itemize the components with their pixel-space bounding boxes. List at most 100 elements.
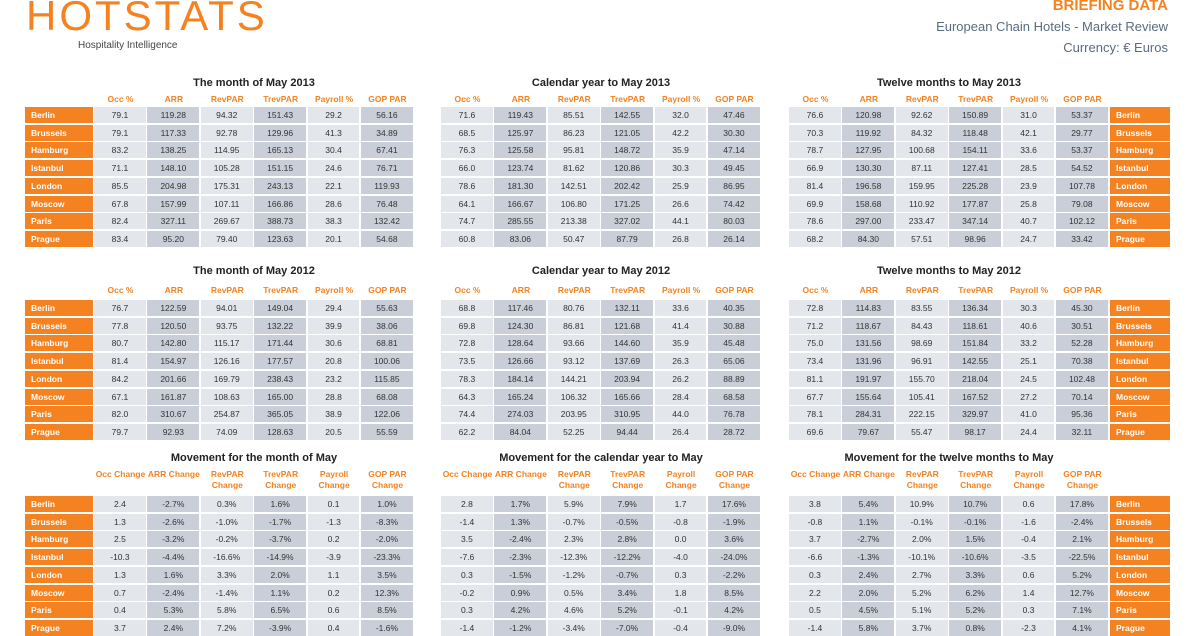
- column-header: Payroll %: [314, 285, 354, 295]
- table-cell: 125.58: [494, 142, 547, 159]
- table-cell: 76.78: [708, 406, 760, 423]
- table-cell: 203.95: [547, 406, 600, 423]
- table-cell: 86.81: [547, 317, 600, 334]
- table-cell: 26.3: [654, 353, 707, 370]
- table-cell: 1.0%: [361, 496, 413, 512]
- table-cell: 285.55: [494, 213, 547, 230]
- table-cell: -0.4: [654, 619, 707, 636]
- city-label: Hamburg: [25, 142, 93, 159]
- table-cell: 122.59: [147, 300, 200, 316]
- table-cell: 38.9: [307, 406, 360, 423]
- table-cell: 25.8: [1002, 195, 1055, 212]
- table-cell: 35.9: [654, 335, 707, 352]
- table-cell: 41.4: [654, 317, 707, 334]
- column-header: TrevPAR: [263, 285, 299, 295]
- table-cell: 329.97: [949, 406, 1002, 423]
- table-cell: 84.43: [895, 317, 948, 334]
- table-cell: 38.06: [361, 317, 413, 334]
- table-cell: 3.3%: [200, 566, 253, 583]
- table-cell: -4.4%: [147, 549, 200, 566]
- table-cell: 76.48: [361, 195, 413, 212]
- table-cell: 5.1%: [895, 602, 948, 619]
- table-cell: 68.81: [361, 335, 413, 352]
- city-label: Moscow: [1110, 388, 1170, 405]
- table-cell: 55.63: [361, 300, 413, 316]
- doc-title: BRIEFING DATA: [1052, 0, 1168, 14]
- table-cell: 78.7: [789, 142, 841, 159]
- table-cell: 165.00: [254, 388, 307, 405]
- table-cell: 83.2: [94, 142, 146, 159]
- table-cell: -2.4%: [1056, 513, 1108, 530]
- column-header: RevPAR Change: [905, 469, 939, 490]
- table-cell: 95.36: [1056, 406, 1108, 423]
- table-cell: 74.4: [441, 406, 493, 423]
- table-cell: 0.4: [94, 602, 146, 619]
- city-label: London: [1110, 370, 1170, 387]
- table-cell: 69.6: [789, 423, 841, 440]
- table-title: Twelve months to May 2012: [876, 265, 1022, 277]
- table-cell: -2.4%: [494, 531, 547, 548]
- table-cell: 28.8: [307, 388, 360, 405]
- table-cell: 117.33: [147, 124, 200, 141]
- table-cell: 70.3: [789, 124, 841, 141]
- table-cell: 0.6: [1002, 496, 1055, 512]
- table-cell: 68.58: [708, 388, 760, 405]
- column-header: RevPAR Change: [557, 469, 591, 490]
- table-cell: 71.1: [94, 160, 146, 177]
- table-cell: 166.67: [494, 195, 547, 212]
- table-cell: 80.03: [708, 213, 760, 230]
- column-header: ARR: [859, 94, 879, 104]
- table-cell: 22.1: [307, 177, 360, 194]
- table-cell: 69.9: [789, 195, 841, 212]
- table-cell: 5.8%: [200, 602, 253, 619]
- table-cell: -0.1: [654, 602, 707, 619]
- table-cell: 118.48: [949, 124, 1002, 141]
- city-label: Hamburg: [1110, 531, 1170, 548]
- table-cell: 68.2: [789, 230, 841, 247]
- city-label: Brussels: [25, 124, 93, 141]
- table-cell: 84.04: [494, 423, 547, 440]
- table-cell: -3.9%: [254, 619, 307, 636]
- column-header: ARR Change: [147, 469, 200, 479]
- table-cell: 0.3: [1002, 602, 1055, 619]
- table-cell: 66.0: [441, 160, 493, 177]
- table-cell: -0.2: [441, 584, 493, 601]
- table-cell: 254.87: [200, 406, 253, 423]
- city-label: Moscow: [25, 388, 93, 405]
- city-label: Istanbul: [1110, 353, 1170, 370]
- table-cell: 42.2: [654, 124, 707, 141]
- table-cell: 0.5%: [547, 584, 600, 601]
- city-label: Berlin: [25, 107, 93, 123]
- table-cell: 0.3: [441, 566, 493, 583]
- table-cell: 155.64: [842, 388, 895, 405]
- column-header: RevPAR: [905, 94, 939, 104]
- table-cell: 128.63: [254, 423, 307, 440]
- table-cell: 29.4: [307, 300, 360, 316]
- table-cell: 81.62: [547, 160, 600, 177]
- column-header: RevPAR: [557, 94, 591, 104]
- table-cell: 70.38: [1056, 353, 1108, 370]
- column-header: TrevPAR Change: [610, 469, 646, 490]
- table-cell: 7.9%: [601, 496, 654, 512]
- table-cell: 78.1: [789, 406, 841, 423]
- table-cell: 233.47: [895, 213, 948, 230]
- table-cell: 41.3: [307, 124, 360, 141]
- table-cell: -1.4%: [200, 584, 253, 601]
- city-label: Istanbul: [25, 549, 93, 566]
- table-cell: 30.6: [307, 335, 360, 352]
- table-cell: -0.8: [654, 513, 707, 530]
- city-label: Hamburg: [25, 335, 93, 352]
- city-label: London: [25, 566, 93, 583]
- table-cell: 74.09: [200, 423, 253, 440]
- table-cell: 30.51: [1056, 317, 1108, 334]
- table-cell: 238.43: [254, 370, 307, 387]
- table-cell: 24.6: [307, 160, 360, 177]
- table-cell: 121.05: [601, 124, 654, 141]
- table-cell: 71.2: [789, 317, 841, 334]
- table-cell: 0.3%: [200, 496, 253, 512]
- table-cell: 102.12: [1056, 213, 1108, 230]
- table-cell: 2.8: [441, 496, 493, 512]
- table-cell: 30.3: [654, 160, 707, 177]
- table-cell: 203.94: [601, 370, 654, 387]
- city-label: Hamburg: [1110, 142, 1170, 159]
